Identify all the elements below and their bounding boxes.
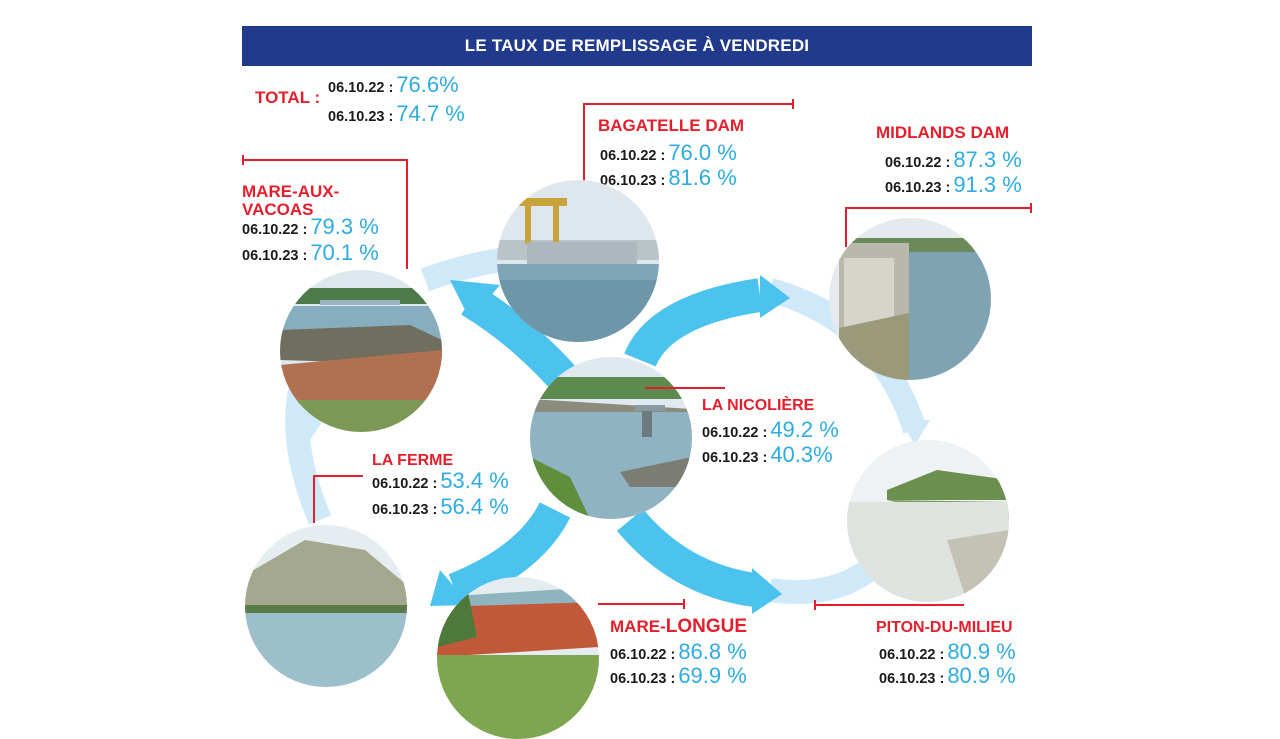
total-label: TOTAL : (255, 88, 321, 107)
callout-line (598, 603, 685, 605)
date-label: 06.10.23 : (879, 671, 945, 687)
fill-value: 56.4 % (440, 494, 509, 519)
piton-du-milieu-title: PITON-DU-MILIEU (876, 619, 1013, 636)
arrow-head-dark (760, 275, 790, 318)
callout-line (313, 475, 315, 523)
mare-longue-photo (437, 577, 599, 739)
date-label: 06.10.22 : (600, 148, 666, 164)
callout-line (583, 103, 585, 185)
mare-longue-row-2023: 06.10.23 : 69.9 % (610, 663, 747, 689)
mare-longue-title-part2: LONGUE (665, 616, 747, 637)
arrow-head-dark (450, 280, 500, 320)
cycle-arrows (285, 242, 930, 614)
date-label: 06.10.23 : (372, 502, 438, 518)
fill-value: 81.6 % (668, 165, 737, 190)
date-label: 06.10.22 : (372, 476, 438, 492)
arrow-segment-dark (624, 278, 763, 368)
la-nicoliere-row-2023: 06.10.23 : 40.3% (702, 442, 833, 468)
mare-aux-vacoas-row-2022: 06.10.22 : 79.3 % (242, 214, 379, 240)
la-ferme-row-2022: 06.10.22 : 53.4 % (372, 468, 509, 494)
bagatelle-dam-title: BAGATELLE DAM (598, 116, 745, 135)
midlands-row-2023: 06.10.23 : 91.3 % (885, 172, 1022, 198)
midlands-row-2022: 06.10.22 : 87.3 % (885, 147, 1022, 173)
callout-line (845, 207, 847, 247)
fill-value: 53.4 % (440, 468, 509, 493)
total-row-2022: 06.10.22 : 76.6% (328, 72, 459, 98)
la-nicoliere-title: LA NICOLIÈRE (702, 397, 815, 414)
fill-value: 79.3 % (310, 214, 379, 239)
callout-line (814, 604, 964, 606)
bagatelle-row-2023: 06.10.23 : 81.6 % (600, 165, 737, 191)
mare-aux-vacoas-photo (280, 270, 442, 432)
fill-value: 69.9 % (678, 663, 747, 688)
la-ferme-photo (245, 525, 407, 687)
midlands-dam-title: MIDLANDS DAM (876, 123, 1010, 142)
date-label: 06.10.23 : (610, 671, 676, 687)
date-label: 06.10.22 : (885, 155, 951, 171)
callout-line (313, 475, 363, 477)
la-ferme-row-2023: 06.10.23 : 56.4 % (372, 494, 509, 520)
date-label: 06.10.23 : (885, 180, 951, 196)
callout-line (242, 155, 244, 165)
page-title-banner: LE TAUX DE REMPLISSAGE À VENDREDI (242, 26, 1032, 66)
callout-line (683, 599, 685, 609)
fill-value: 49.2 % (770, 417, 839, 442)
fill-value: 80.9 % (947, 663, 1016, 688)
date-label: 06.10.23 : (242, 248, 308, 264)
bagatelle-row-2022: 06.10.22 : 76.0 % (600, 140, 737, 166)
midlands-dam-photo (829, 218, 991, 380)
callout-line (845, 207, 1032, 209)
callout-line (406, 159, 408, 269)
date-label: 06.10.22 : (702, 425, 768, 441)
piton-du-milieu-photo (847, 440, 1009, 602)
arrow-segment-dark (448, 501, 571, 606)
fill-value: 74.7 % (396, 101, 465, 126)
total-row-2023: 06.10.23 : 74.7 % (328, 101, 465, 127)
arrow-segment-dark (616, 508, 758, 607)
la-nicoliere-row-2022: 06.10.22 : 49.2 % (702, 417, 839, 443)
callout-line (645, 387, 725, 389)
piton-du-milieu-row-2023: 06.10.23 : 80.9 % (879, 663, 1016, 689)
mare-longue-title: MARE-LONGUE (610, 617, 747, 636)
arrow-head-dark (430, 570, 470, 606)
piton-du-milieu-row-2022: 06.10.22 : 80.9 % (879, 639, 1016, 665)
fill-value: 76.6% (396, 72, 459, 97)
fill-value: 76.0 % (668, 140, 737, 165)
mare-longue-title-part1: MARE- (610, 617, 666, 636)
bagatelle-dam-photo (497, 180, 659, 342)
date-label: 06.10.23 : (600, 173, 666, 189)
mare-aux-vacoas-row-2023: 06.10.23 : 70.1 % (242, 240, 379, 266)
la-nicoliere-photo (530, 357, 692, 519)
date-label: 06.10.22 : (328, 80, 394, 96)
callout-line (583, 103, 794, 105)
mare-aux-vacoas-title-line2: VACOAS (242, 200, 314, 219)
callout-line (792, 99, 794, 109)
mare-longue-row-2022: 06.10.22 : 86.8 % (610, 639, 747, 665)
callout-line (814, 600, 816, 610)
la-ferme-title: LA FERME (372, 452, 454, 469)
callout-line (242, 159, 408, 161)
fill-value: 80.9 % (947, 639, 1016, 664)
fill-value: 70.1 % (310, 240, 379, 265)
date-label: 06.10.22 : (242, 222, 308, 238)
fill-value: 40.3% (770, 442, 833, 467)
date-label: 06.10.23 : (328, 109, 394, 125)
fill-value: 91.3 % (953, 172, 1022, 197)
mare-aux-vacoas-title-line1: MARE-AUX- (242, 182, 340, 201)
arrow-head-light (900, 420, 930, 445)
fill-value: 86.8 % (678, 639, 747, 664)
arrow-head-dark (752, 568, 782, 614)
date-label: 06.10.22 : (879, 647, 945, 663)
fill-value: 87.3 % (953, 147, 1022, 172)
date-label: 06.10.22 : (610, 647, 676, 663)
date-label: 06.10.23 : (702, 450, 768, 466)
callout-line (1030, 203, 1032, 213)
